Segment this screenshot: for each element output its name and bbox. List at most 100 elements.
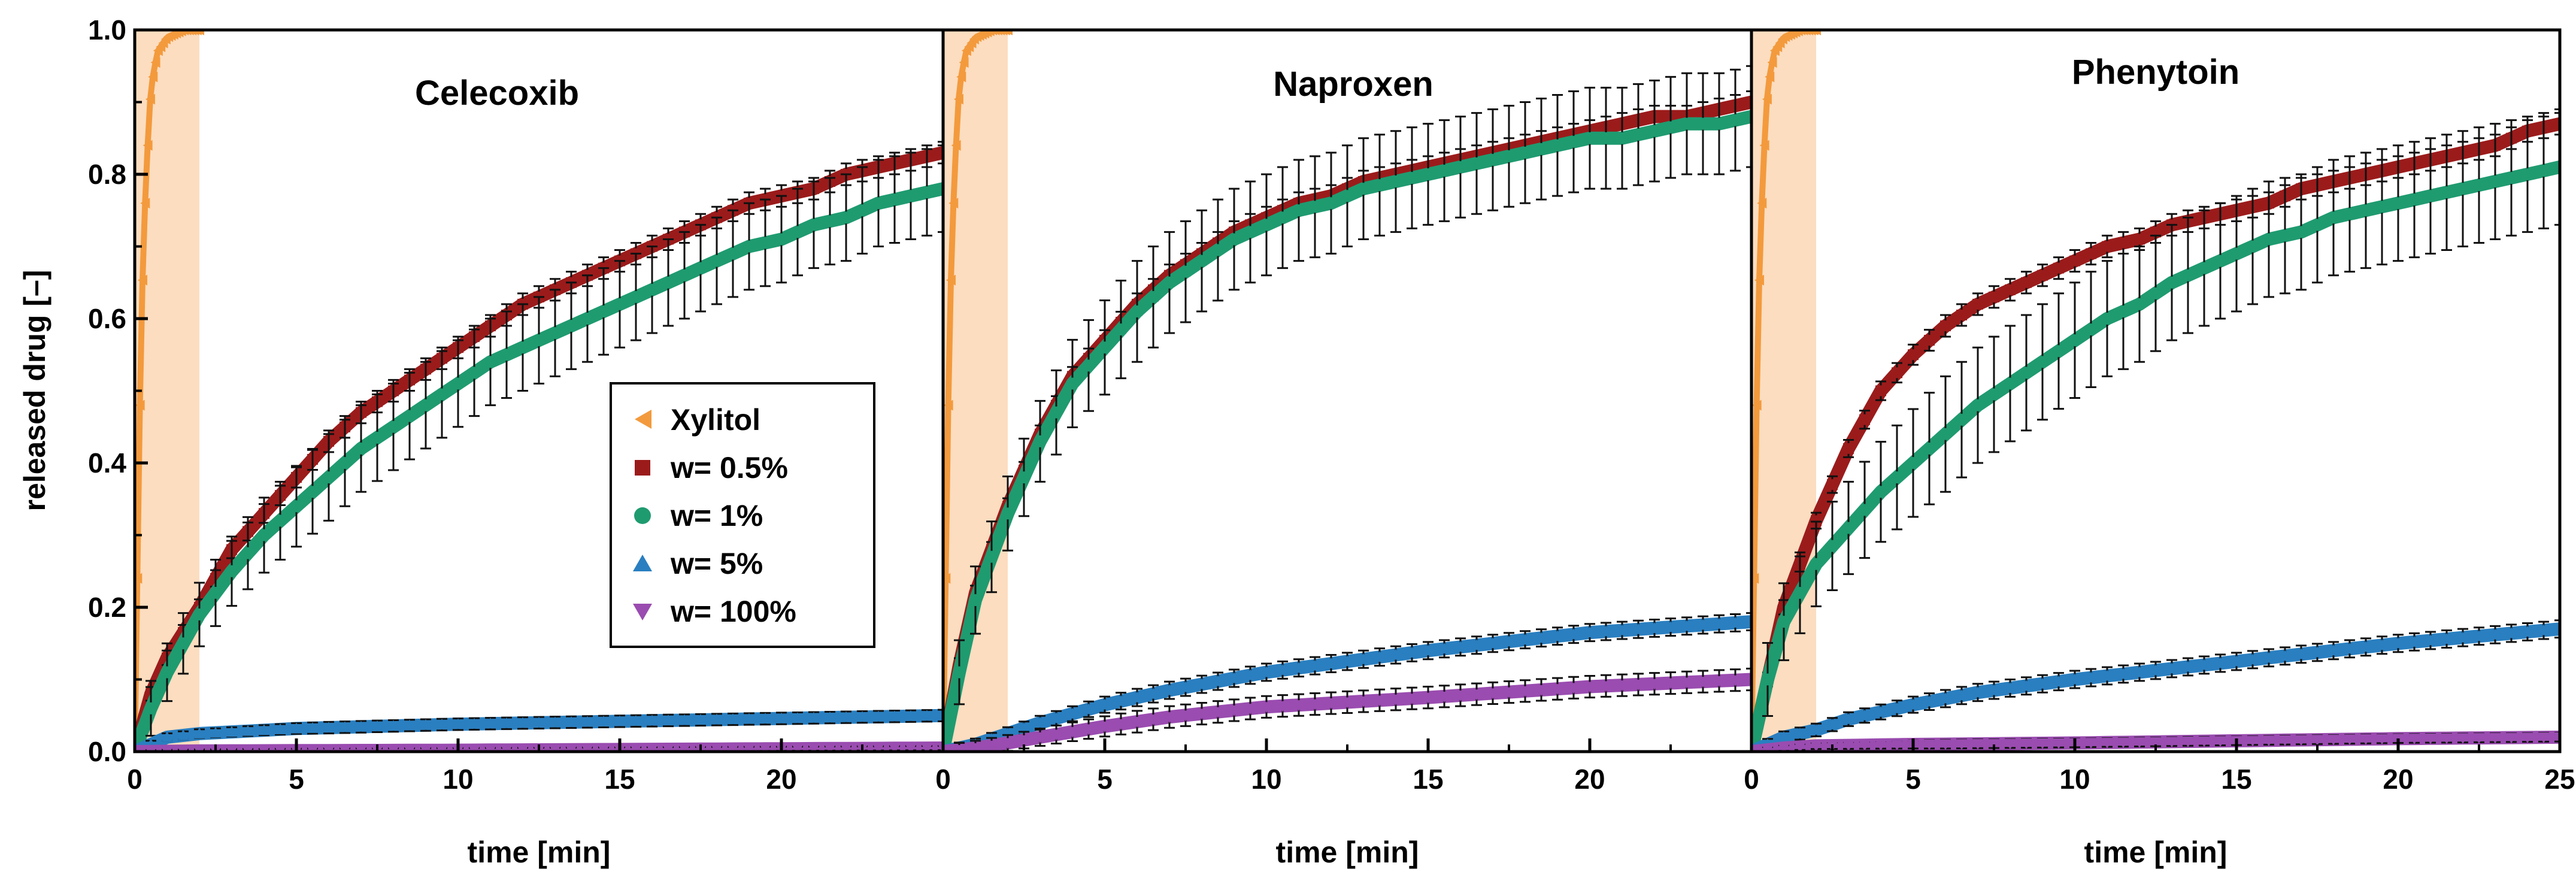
data-point-w-0-5 — [2118, 237, 2129, 249]
data-point-xylitol — [1757, 198, 1767, 209]
data-point-w-100 — [1810, 741, 1822, 752]
x-tick-label: 0 — [1744, 764, 1759, 795]
data-point-w-100 — [1099, 721, 1111, 732]
data-point-w-5 — [1519, 634, 1531, 645]
data-point-w-5 — [711, 713, 723, 725]
data-point-w-5 — [1988, 684, 2000, 695]
data-point-w-5 — [598, 715, 610, 726]
data-point-w-1 — [2505, 172, 2517, 184]
data-point-w-100 — [1341, 697, 1353, 709]
data-point-w-0-5 — [2053, 262, 2064, 274]
data-point-w-100 — [1923, 739, 1935, 750]
data-point-w-1 — [1341, 190, 1353, 202]
data-point-w-5 — [1390, 649, 1402, 660]
data-point-w-1 — [1147, 290, 1159, 303]
data-point-w-1 — [1163, 276, 1175, 289]
data-point-w-1 — [355, 442, 367, 455]
data-point-w-1 — [695, 262, 707, 274]
data-point-xylitol — [135, 573, 143, 584]
data-point-w-1 — [2279, 229, 2291, 242]
data-point-w-5 — [1018, 722, 1030, 733]
data-point-w-1 — [1584, 132, 1596, 144]
data-point-w-1 — [2182, 269, 2194, 281]
data-point-w-100 — [1147, 714, 1159, 726]
data-point-w-100 — [1487, 688, 1499, 700]
data-point-w-5 — [2522, 625, 2533, 637]
data-point-w-5 — [1842, 713, 1854, 724]
legend-item-w-5: w= 5% — [633, 547, 763, 580]
data-point-w-5 — [1859, 709, 1871, 720]
data-point-w-1 — [1357, 183, 1369, 195]
data-point-w-5 — [2182, 661, 2194, 672]
data-point-w-5 — [436, 718, 448, 729]
data-point-w-1 — [420, 399, 432, 411]
data-point-w-1 — [1632, 128, 1644, 141]
data-point-w-1 — [242, 547, 254, 559]
data-point-w-1 — [1260, 219, 1272, 231]
data-point-w-5 — [193, 727, 205, 738]
data-point-xylitol — [148, 71, 158, 83]
data-point-w-100 — [2505, 732, 2517, 744]
data-point-w-1 — [258, 529, 270, 541]
data-point-w-1 — [1277, 211, 1289, 224]
data-point-w-1 — [1406, 172, 1418, 184]
data-point-w-5 — [662, 714, 674, 725]
data-point-w-100 — [2311, 735, 2323, 746]
data-point-w-0-5 — [1746, 96, 1751, 108]
data-point-w-1 — [630, 290, 642, 303]
data-point-w-5 — [1891, 702, 1903, 713]
data-point-w-100 — [1115, 719, 1127, 730]
data-point-w-1 — [646, 283, 658, 296]
data-point-w-1 — [1681, 117, 1693, 130]
data-point-w-5 — [1487, 637, 1499, 649]
x-axis-label-celecoxib: time [min] — [468, 835, 611, 869]
data-point-w-5 — [2457, 631, 2469, 643]
data-point-w-5 — [840, 711, 852, 722]
data-point-w-5 — [1277, 664, 1289, 675]
legend-label-xylitol: Xylitol — [671, 403, 760, 437]
data-point-w-5 — [420, 719, 432, 730]
data-point-w-5 — [2328, 644, 2339, 656]
data-point-w-100 — [1228, 705, 1240, 716]
data-point-w-100 — [2214, 736, 2226, 747]
data-point-w-100 — [1083, 724, 1095, 735]
data-point-w-100 — [2053, 738, 2065, 749]
data-point-w-5 — [1972, 686, 1984, 698]
data-point-w-5 — [2020, 680, 2032, 691]
legend-label-w-1: w= 1% — [670, 499, 763, 532]
data-point-w-5 — [872, 710, 884, 722]
data-point-w-5 — [614, 715, 626, 726]
data-point-w-100 — [1535, 685, 1547, 696]
data-point-w-100 — [2457, 733, 2469, 744]
legend-marker-w-100 — [633, 604, 652, 620]
data-point-w-5 — [581, 716, 593, 727]
data-point-w-100 — [1018, 735, 1030, 746]
data-point-w-0-5 — [1989, 291, 1999, 302]
data-point-xylitol — [137, 274, 147, 286]
data-point-w-1 — [290, 500, 302, 513]
data-point-w-5 — [1244, 669, 1256, 680]
data-point-w-100 — [2538, 732, 2550, 744]
data-point-w-100 — [1277, 701, 1289, 712]
data-point-w-1 — [1891, 471, 1903, 484]
data-point-w-1 — [2101, 313, 2113, 325]
data-point-w-5 — [1147, 688, 1159, 699]
data-point-w-5 — [2425, 634, 2436, 646]
data-point-w-1 — [1487, 153, 1499, 166]
data-point-w-5 — [2133, 666, 2145, 677]
data-point-w-100 — [1648, 679, 1660, 690]
data-point-w-100 — [1180, 710, 1192, 722]
data-point-w-1 — [2360, 204, 2372, 217]
data-point-w-0-5 — [2102, 241, 2113, 252]
data-point-w-5 — [792, 712, 804, 723]
data-point-w-100 — [1616, 680, 1628, 692]
data-point-w-1 — [986, 550, 998, 563]
data-point-w-1 — [2020, 367, 2032, 379]
data-point-w-5 — [1697, 619, 1709, 630]
data-point-w-100 — [1551, 684, 1563, 695]
data-point-w-1 — [274, 514, 286, 527]
data-point-w-5 — [2360, 641, 2372, 652]
data-point-w-1 — [1778, 616, 1790, 628]
data-point-w-100 — [1568, 683, 1580, 694]
data-point-w-5 — [1503, 635, 1515, 647]
